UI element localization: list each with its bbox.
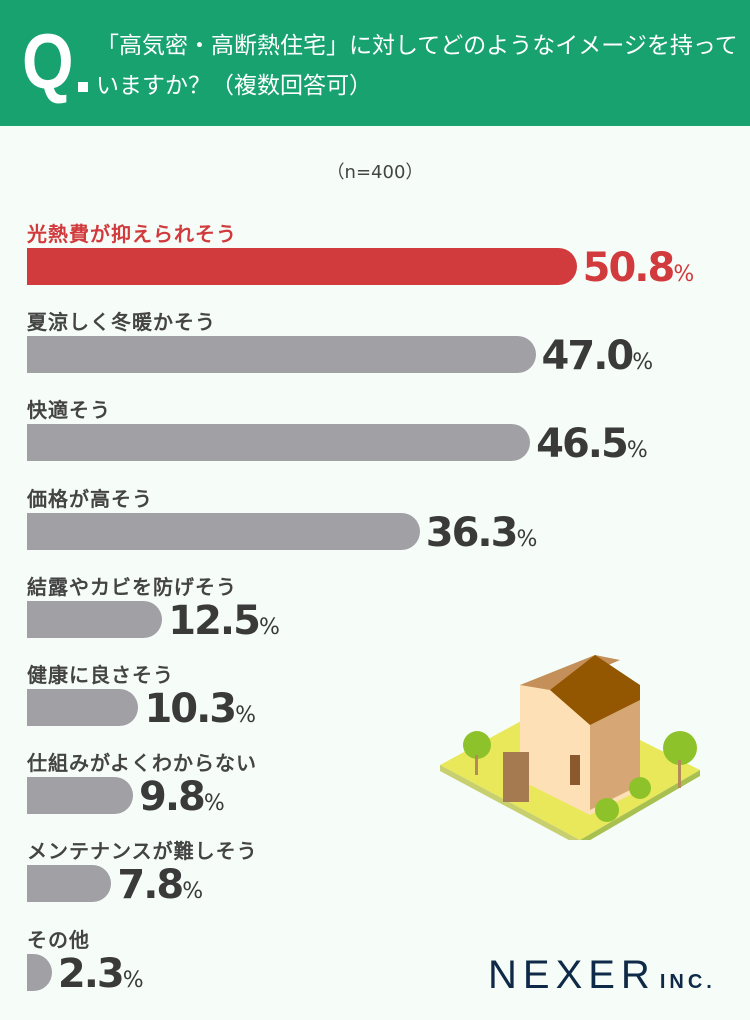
question-text: 「高気密・高断熱住宅」に対してどのようなイメージを持っていますか？（複数回答可） — [96, 33, 738, 99]
value-number: 46.5 — [536, 421, 629, 468]
category-label: 夏涼しく冬暖かそう — [27, 310, 216, 335]
value-label: 46.5% — [536, 424, 648, 471]
category-label: 快適そう — [27, 398, 111, 423]
category-label: メンテナンスが難しそう — [27, 839, 258, 864]
bar — [27, 777, 134, 815]
question-header: Q 「高気密・高断熱住宅」に対してどのようなイメージを持っていますか？（複数回答… — [0, 0, 750, 126]
bar — [27, 336, 536, 374]
bar — [27, 953, 52, 991]
nexer-logo: NEXER INC. — [488, 953, 716, 998]
category-label: その他 — [27, 927, 90, 952]
value-number: 12.5 — [168, 597, 261, 644]
category-label: 健康に良さそう — [27, 663, 174, 687]
value-unit: % — [632, 350, 654, 376]
q-mark: Q — [22, 17, 74, 105]
value-label: 36.3% — [426, 513, 538, 560]
value-unit: % — [182, 879, 204, 905]
value-number: 7.8 — [117, 862, 184, 909]
value-label: 12.5% — [168, 601, 280, 648]
value-unit: % — [516, 526, 538, 552]
category-label: 仕組みがよくわからない — [27, 751, 257, 776]
bar — [27, 865, 112, 903]
logo-sub: INC. — [659, 971, 716, 993]
value-number: 9.8 — [139, 774, 206, 821]
q-dot — [78, 82, 88, 92]
value-number: 10.3 — [144, 686, 237, 732]
value-label: 9.8% — [139, 777, 225, 824]
category-label: 結露やカビを防げそう — [27, 574, 237, 599]
sample-size: （n=400） — [326, 162, 424, 183]
bar — [27, 248, 577, 285]
bar — [27, 424, 531, 462]
value-unit: % — [258, 614, 280, 640]
value-number: 47.0 — [541, 333, 635, 380]
value-unit: % — [626, 438, 648, 464]
category-label: 光熱費が抑えられそう — [27, 222, 237, 246]
value-label: 50.8% — [583, 248, 695, 295]
value-number: 2.3 — [57, 950, 125, 997]
value-label: 10.3% — [144, 689, 256, 736]
value-number: 50.8 — [582, 245, 676, 291]
value-label: 7.8% — [117, 865, 203, 912]
bar — [27, 512, 420, 550]
bar — [27, 689, 139, 726]
value-number: 36.3 — [425, 509, 519, 556]
house-illustration — [440, 655, 700, 840]
value-unit: % — [235, 703, 257, 728]
value-unit: % — [673, 262, 695, 287]
value-unit: % — [203, 791, 225, 817]
value-unit: % — [122, 967, 144, 993]
category-label: 価格が高そう — [27, 486, 153, 511]
value-label: 47.0% — [542, 336, 654, 383]
logo-main: NEXER — [488, 953, 656, 997]
bar — [27, 600, 163, 638]
value-label: 2.3% — [58, 954, 144, 1001]
